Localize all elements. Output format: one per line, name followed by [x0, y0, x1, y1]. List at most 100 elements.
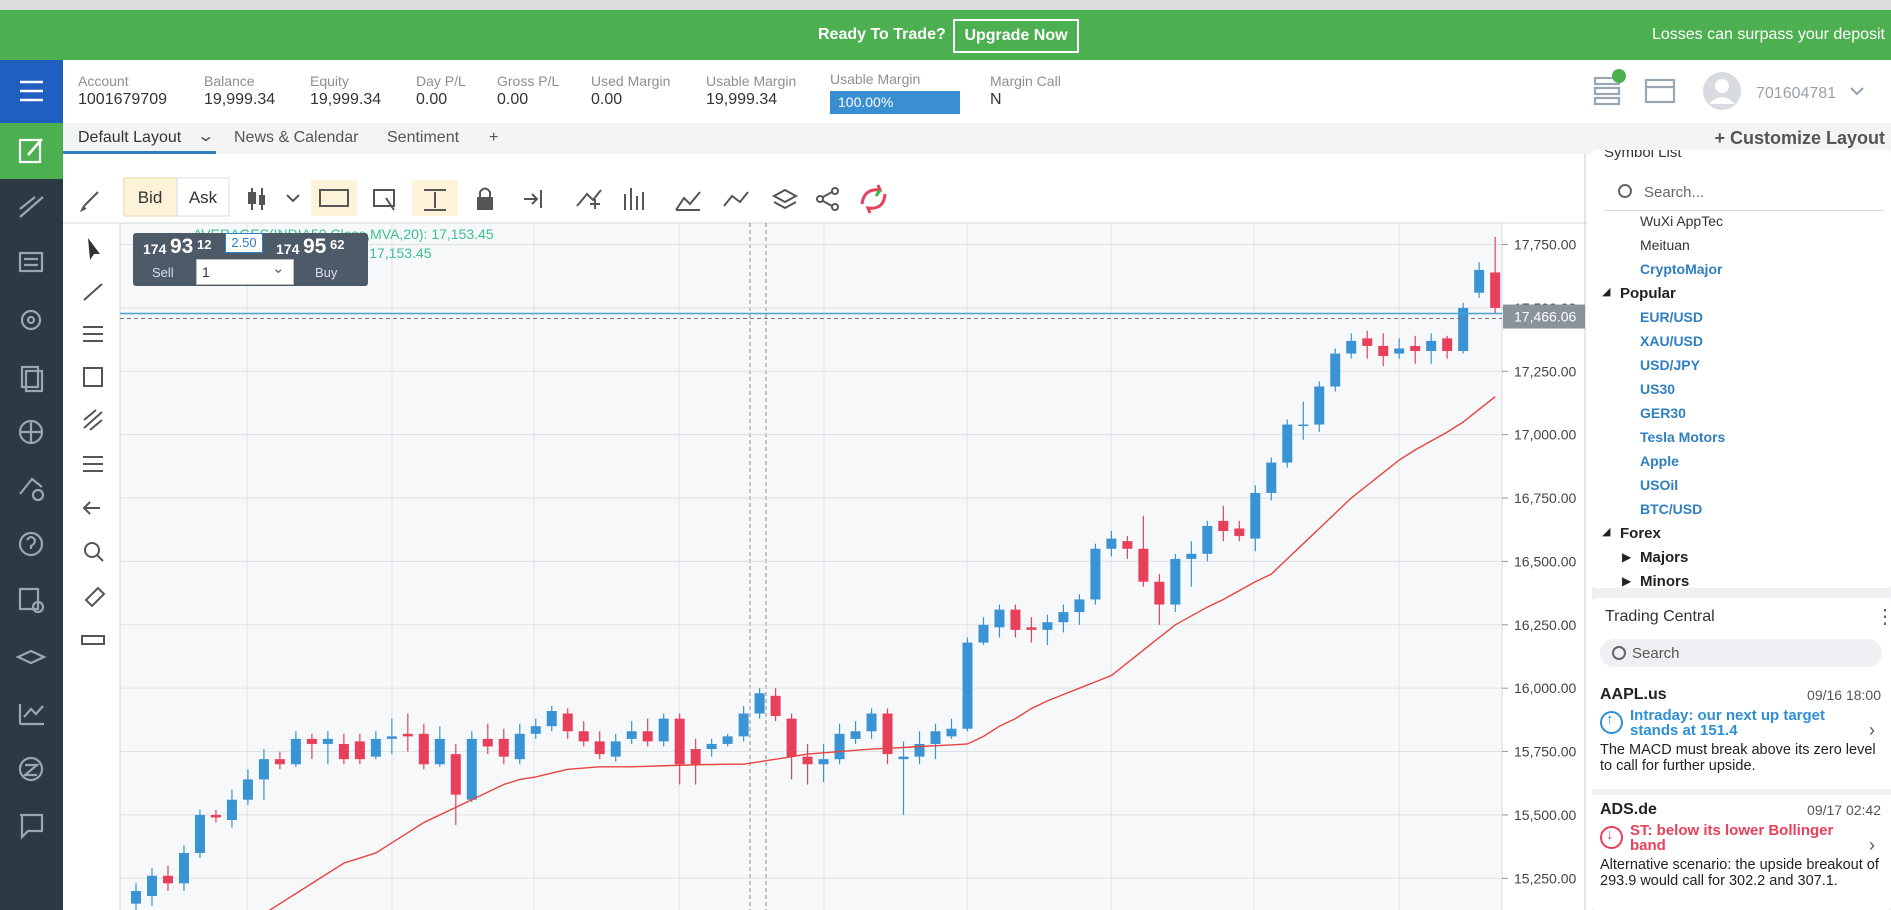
candles — [131, 236, 1501, 910]
account-value: 19,999.34 — [204, 91, 276, 108]
account-label: Gross P/L — [497, 73, 560, 89]
candle-body — [146, 875, 157, 897]
symbol-link[interactable]: Tesla Motors — [1640, 429, 1726, 445]
candle-body — [466, 738, 477, 800]
buy-button[interactable]: Buy — [315, 265, 338, 280]
upgrade-button[interactable]: Upgrade Now — [953, 19, 1079, 53]
tc-menu: ⋮ — [1875, 606, 1891, 628]
news-time: 09/17 02:42 — [1807, 802, 1881, 818]
candle-body — [1058, 612, 1069, 623]
candle-body — [1122, 541, 1133, 549]
crosshair — [749, 223, 767, 910]
quantity[interactable]: 1 — [202, 264, 210, 280]
y-tick-label: 15,750.00 — [1514, 744, 1576, 760]
tc-search[interactable]: Search — [1632, 645, 1680, 662]
candle-body — [402, 733, 413, 737]
account-label: Account — [78, 73, 129, 89]
subgroup-name[interactable]: Majors — [1640, 549, 1689, 566]
tc-title: Trading Central — [1605, 608, 1715, 625]
news-body: Alternative scenario: the upside breakou… — [1600, 857, 1879, 889]
candle-body — [1170, 558, 1181, 605]
candle-body — [242, 779, 253, 800]
tab[interactable]: Sentiment — [387, 129, 460, 146]
y-tick-label: 17,000.00 — [1514, 427, 1576, 443]
price-mid: 95 — [303, 235, 327, 258]
banner-prompt: Ready To Trade? — [818, 26, 946, 43]
candle-body — [1090, 548, 1101, 600]
symbol-link[interactable]: CryptoMajor — [1640, 261, 1723, 277]
symbol-item[interactable]: WuXi AppTec — [1640, 213, 1724, 229]
candle-body — [610, 741, 621, 757]
candle-body — [1074, 599, 1085, 613]
symbol-link[interactable]: Apple — [1640, 453, 1679, 469]
news-body: The MACD must break above its zero level… — [1600, 742, 1876, 774]
banner-warning: Losses can surpass your deposit — [1651, 26, 1885, 43]
subgroup-name[interactable]: Minors — [1640, 573, 1690, 588]
candle-body — [370, 738, 381, 757]
symbol-link[interactable]: XAU/USD — [1640, 333, 1704, 349]
candle-body — [1010, 609, 1021, 630]
symbol-link[interactable]: USOil — [1640, 477, 1679, 493]
group-name[interactable]: Forex — [1620, 525, 1661, 542]
candle-body — [882, 713, 893, 755]
candle-body — [658, 718, 669, 742]
candle-body — [1362, 338, 1373, 346]
search-icon — [1612, 646, 1626, 660]
menu-icon — [20, 80, 43, 102]
subgroup-toggle: ▶ — [1622, 574, 1632, 588]
moving-average — [268, 396, 1496, 910]
x-grid — [246, 223, 1400, 910]
news-headline[interactable]: Intraday: our next up target stands at 1… — [1630, 707, 1826, 739]
symbol-link[interactable]: GER30 — [1640, 405, 1686, 421]
account-value: 19,999.34 — [706, 91, 778, 108]
tab[interactable]: News & Calendar — [234, 129, 359, 146]
news-symbol[interactable]: AAPL.us — [1600, 686, 1667, 703]
candle-body — [962, 642, 973, 729]
candle-body — [194, 814, 205, 853]
candle-body — [1026, 627, 1037, 630]
search-icon — [1618, 184, 1632, 198]
account-value: 1001679709 — [78, 91, 167, 108]
candle-body — [418, 733, 429, 765]
candle-body — [1426, 340, 1437, 352]
symbol-link[interactable]: US30 — [1640, 381, 1676, 397]
sidebar-icons — [15, 196, 47, 840]
symbol-search[interactable]: Search... — [1644, 184, 1705, 201]
plot-border — [63, 222, 1588, 910]
candle-body — [1106, 538, 1117, 549]
candle-body — [994, 609, 1005, 628]
candle-body — [1442, 338, 1453, 352]
news-headline[interactable]: ST: below its lower Bollinger band — [1630, 822, 1834, 854]
candle-body — [626, 731, 637, 739]
symbol-link[interactable]: BTC/USD — [1640, 501, 1703, 517]
candle-body — [131, 890, 141, 904]
candle-body — [1298, 424, 1309, 427]
candle-body — [818, 759, 829, 765]
candle-body — [1330, 353, 1341, 387]
news-chevron: › — [1869, 720, 1875, 740]
ask-label: Ask — [189, 188, 218, 207]
candle-body — [1266, 462, 1277, 493]
news-symbol[interactable]: ADS.de — [1600, 801, 1657, 818]
symbol-link[interactable]: USD/JPY — [1640, 357, 1700, 373]
price-big: 174 — [143, 241, 167, 257]
customize-layout[interactable]: + Customize Layout — [1714, 128, 1885, 148]
ask-button[interactable] — [176, 177, 230, 217]
tab[interactable]: Default Layout — [78, 129, 182, 146]
quantity-box[interactable] — [196, 259, 294, 285]
candle-body — [562, 713, 573, 732]
menu-button[interactable] — [0, 60, 63, 123]
candle-body — [354, 741, 365, 760]
group-name[interactable]: Popular — [1620, 285, 1676, 302]
top-strip — [0, 0, 1891, 10]
bid-button[interactable] — [123, 177, 178, 217]
margin-bar-label: 100.00% — [838, 94, 894, 110]
tab[interactable]: + — [489, 129, 499, 146]
candle-body — [1410, 345, 1421, 352]
margin-level-title: Usable Margin — [830, 71, 921, 87]
symbol-link[interactable]: EUR/USD — [1640, 309, 1704, 325]
symbol-item[interactable]: Meituan — [1640, 237, 1690, 253]
candle-body — [434, 738, 445, 765]
sell-button[interactable]: Sell — [152, 265, 174, 280]
layout-button[interactable] — [0, 123, 63, 179]
